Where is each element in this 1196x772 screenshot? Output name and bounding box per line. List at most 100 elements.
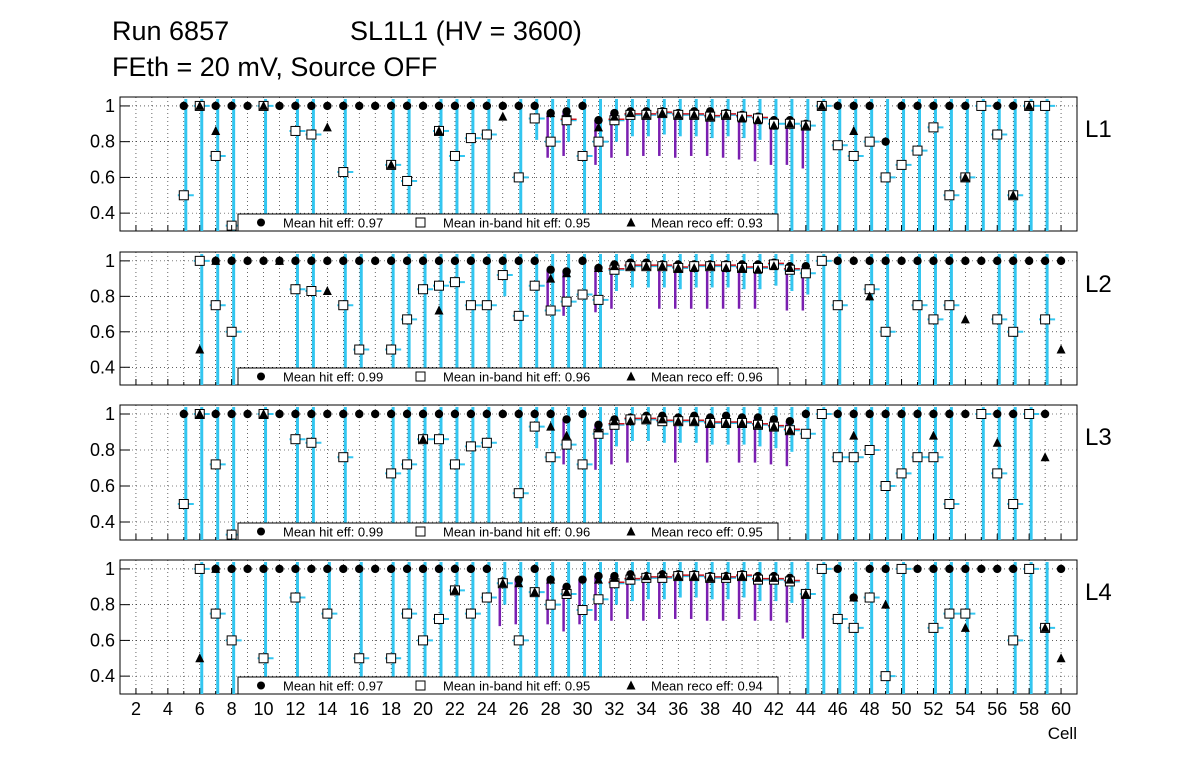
x-tick-label: 26 <box>509 699 529 719</box>
inband-marker <box>290 592 301 603</box>
layer-label: L4 <box>1085 579 1112 606</box>
inband-marker <box>800 428 811 439</box>
inband-marker <box>338 167 349 178</box>
inband-marker <box>1008 326 1019 337</box>
inband-marker <box>322 608 333 619</box>
inband-marker <box>513 310 524 321</box>
legend-hit-label: Mean hit eff: 0.97 <box>283 216 383 231</box>
reco-marker <box>849 430 859 440</box>
hit-marker <box>897 256 906 266</box>
inband-marker <box>226 326 237 337</box>
reco-marker <box>721 571 731 581</box>
hit-marker <box>211 409 220 419</box>
hit-marker <box>801 409 811 419</box>
x-tick-label: 38 <box>700 699 720 719</box>
inband-marker <box>880 172 891 183</box>
reco-marker <box>625 416 635 426</box>
inband-marker <box>210 608 221 619</box>
hit-marker <box>578 409 587 419</box>
inband-marker <box>832 452 843 463</box>
inband-marker <box>561 296 572 307</box>
x-tick-label: 20 <box>413 699 433 719</box>
x-tick-label: 4 <box>163 699 173 719</box>
y-tick-label: 0.8 <box>90 595 115 615</box>
inband-marker <box>816 409 827 419</box>
hit-marker <box>450 564 460 574</box>
hit-marker <box>323 256 332 266</box>
hit-marker <box>323 564 332 574</box>
x-tick-label: 58 <box>1019 699 1039 719</box>
hit-marker <box>227 256 236 266</box>
hit-marker <box>211 101 220 111</box>
y-tick-label: 0.4 <box>90 357 115 377</box>
inband-marker <box>896 468 907 479</box>
inband-marker <box>928 314 939 325</box>
hit-marker <box>1040 409 1050 419</box>
hit-marker <box>993 564 1002 574</box>
reco-marker <box>737 113 747 123</box>
inband-marker <box>864 445 875 455</box>
reco-marker <box>737 262 747 272</box>
reco-marker <box>594 574 603 584</box>
reco-marker <box>673 416 683 426</box>
hit-marker <box>434 564 444 574</box>
reco-marker <box>753 419 763 429</box>
inband-marker <box>944 499 955 509</box>
hit-marker <box>929 256 938 266</box>
error-bars <box>193 254 1056 385</box>
legend-box <box>237 213 779 232</box>
inband-marker <box>386 468 397 479</box>
hit-marker <box>961 101 970 111</box>
inband-marker <box>561 439 572 450</box>
hit-marker <box>291 101 300 111</box>
hit-marker <box>227 101 236 111</box>
reco-marker <box>928 430 938 440</box>
legend-hit-marker <box>257 681 265 690</box>
hit-marker <box>514 101 523 111</box>
x-tick-label: 48 <box>860 699 880 719</box>
inband-marker <box>992 314 1003 325</box>
reco-marker <box>211 563 221 573</box>
legend-hit-label: Mean hit eff: 0.99 <box>283 370 383 385</box>
inband-marker <box>290 434 301 445</box>
error-bars <box>177 407 1040 540</box>
reco-marker <box>689 571 699 581</box>
inband-marker <box>402 175 413 186</box>
legend-reco-marker <box>626 526 636 536</box>
inband-marker <box>354 344 365 355</box>
hit-marker <box>179 409 188 419</box>
reco-marker <box>434 125 444 135</box>
reco-marker <box>450 585 460 595</box>
legend-inband-marker <box>415 526 426 537</box>
hit-marker <box>945 409 954 419</box>
hit-marker <box>929 101 938 111</box>
hit-marker <box>339 409 348 419</box>
hit-marker <box>450 101 460 111</box>
hit-marker <box>1056 256 1066 266</box>
hit-marker <box>243 101 252 111</box>
inband-marker <box>1008 635 1019 646</box>
reco-marker <box>769 120 779 130</box>
hit-marker <box>546 409 555 419</box>
hit-marker <box>753 413 763 422</box>
x-tick-label: 42 <box>764 699 784 719</box>
hit-marker <box>434 101 444 111</box>
inband-marker <box>928 622 939 633</box>
legend: Mean hit eff: 0.97 Mean in-band hit eff: … <box>237 676 779 695</box>
reco-marker <box>562 430 572 440</box>
hit-marker <box>961 409 970 419</box>
hit-marker <box>961 256 970 266</box>
reco-marker <box>769 572 779 582</box>
layer-label: L3 <box>1085 424 1112 451</box>
hit-marker <box>434 256 444 266</box>
x-axis-label: Cell <box>1048 724 1077 743</box>
y-tick-label: 0.8 <box>90 286 115 306</box>
reco-marker <box>641 109 651 119</box>
x-tick-label: 36 <box>668 699 688 719</box>
reco-marker <box>1056 653 1066 663</box>
hit-marker <box>1040 256 1050 266</box>
inband-marker <box>545 305 556 316</box>
inband-marker <box>258 653 269 664</box>
hit-marker <box>578 256 587 266</box>
hit-marker <box>1009 564 1018 574</box>
